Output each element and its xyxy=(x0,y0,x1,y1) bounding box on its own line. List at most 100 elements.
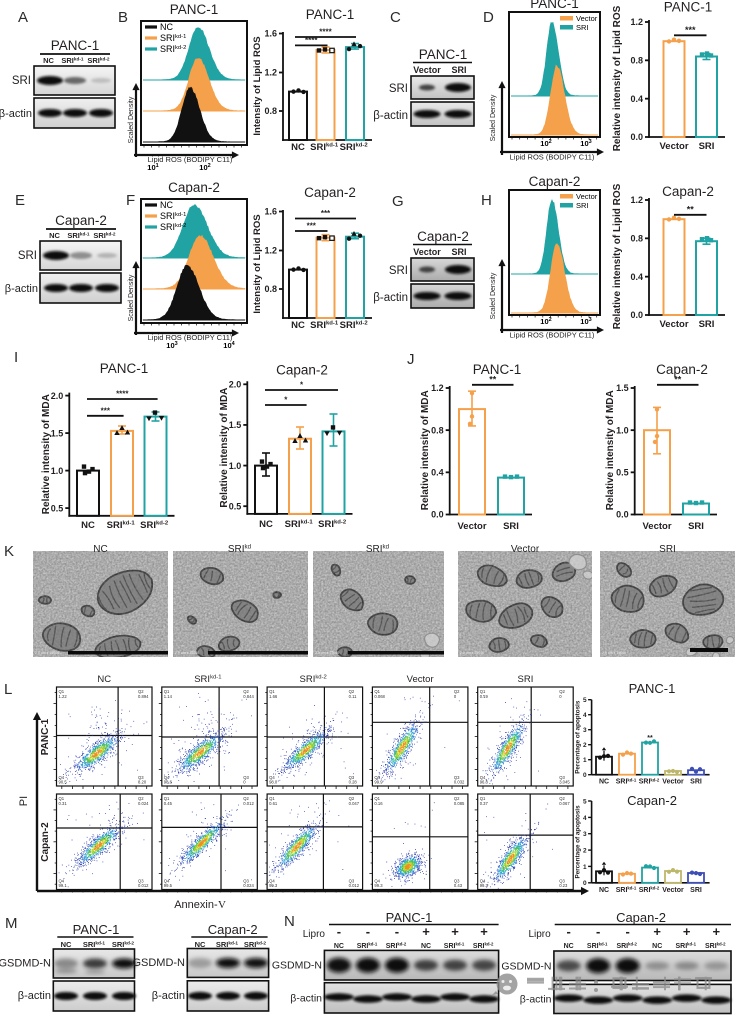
svg-text:Lipro: Lipro xyxy=(528,929,551,940)
svg-text:Capan-2: Capan-2 xyxy=(40,822,51,862)
svg-text:Capan-2: Capan-2 xyxy=(627,793,677,808)
svg-text:GSDMD-N: GSDMD-N xyxy=(272,960,322,972)
svg-text:Intensity of Lipid ROS: Intensity of Lipid ROS xyxy=(252,36,263,135)
svg-text:Lipid ROS (BODIPY C11): Lipid ROS (BODIPY C11) xyxy=(510,153,595,162)
svg-text:96.8: 96.8 xyxy=(480,780,489,785)
svg-text:Q2: Q2 xyxy=(454,796,460,801)
svg-text:β-actin: β-actin xyxy=(18,990,51,1002)
svg-text:1.66: 1.66 xyxy=(269,694,278,699)
svg-text:Q2: Q2 xyxy=(138,796,144,801)
svg-text:Q4: Q4 xyxy=(269,879,275,884)
svg-text:5: 5 xyxy=(583,798,587,805)
svg-text:Q3: Q3 xyxy=(138,775,144,780)
svg-text:1.6: 1.6 xyxy=(264,207,277,217)
svg-text:Scaled Density: Scaled Density xyxy=(490,272,497,319)
svg-text:PI: PI xyxy=(18,796,30,806)
svg-text:Q2: Q2 xyxy=(243,796,249,801)
svg-text:SRIkd-2: SRIkd-2 xyxy=(386,942,407,950)
svg-text:PANC-1: PANC-1 xyxy=(664,0,713,15)
svg-text:Vector: Vector xyxy=(407,674,434,685)
svg-text:0.19: 0.19 xyxy=(480,694,489,699)
svg-text:Q1: Q1 xyxy=(59,689,65,694)
svg-text:Q3: Q3 xyxy=(454,879,460,884)
svg-text:0.085: 0.085 xyxy=(454,801,465,806)
svg-text:NC: NC xyxy=(81,520,95,531)
svg-text:+: + xyxy=(422,924,430,939)
svg-text:1.2: 1.2 xyxy=(431,383,444,393)
svg-text:B: B xyxy=(118,9,128,26)
svg-text:Q3: Q3 xyxy=(138,879,144,884)
svg-text:NC: NC xyxy=(334,943,344,950)
svg-text:0.23: 0.23 xyxy=(559,883,568,888)
svg-text:99.1: 99.1 xyxy=(59,883,68,888)
svg-text:**: ** xyxy=(489,374,497,384)
svg-text:2.0 um x 15000: 2.0 um x 15000 xyxy=(175,651,199,655)
svg-text:PANC-1: PANC-1 xyxy=(100,361,149,376)
svg-text:SRI: SRI xyxy=(503,521,519,532)
svg-text:0: 0 xyxy=(243,780,246,785)
svg-text:0.8: 0.8 xyxy=(431,425,444,435)
svg-text:99.5: 99.5 xyxy=(164,883,173,888)
svg-text:102: 102 xyxy=(540,317,551,326)
svg-text:NC: NC xyxy=(160,22,173,32)
svg-text:β-actin: β-actin xyxy=(5,283,38,295)
svg-text:99.9: 99.9 xyxy=(374,780,383,785)
svg-text:PANC-1: PANC-1 xyxy=(73,922,120,937)
svg-text:Q1: Q1 xyxy=(164,796,170,801)
svg-text:SRIkd-1: SRIkd-1 xyxy=(587,942,608,950)
svg-text:SRI: SRI xyxy=(451,65,466,75)
svg-text:SRI: SRI xyxy=(12,75,31,87)
svg-text:0.0: 0.0 xyxy=(616,510,629,520)
svg-text:Q4: Q4 xyxy=(480,879,486,884)
svg-text:Relative intensity of MDA: Relative intensity of MDA xyxy=(605,390,616,510)
svg-text:Q3: Q3 xyxy=(243,775,249,780)
svg-text:+: + xyxy=(653,924,661,939)
svg-text:SRI: SRI xyxy=(576,201,589,210)
svg-text:Lipid ROS (BODIPY C11): Lipid ROS (BODIPY C11) xyxy=(148,155,233,164)
svg-text:GSDMD-N: GSDMD-N xyxy=(132,957,185,969)
svg-text:1.0: 1.0 xyxy=(51,466,64,476)
svg-text:SRI: SRI xyxy=(576,23,589,32)
svg-text:SRIkd-1: SRIkd-1 xyxy=(616,885,637,893)
svg-text:SRIkd-1: SRIkd-1 xyxy=(444,942,465,950)
svg-text:Vector: Vector xyxy=(576,192,598,201)
svg-text:0.5: 0.5 xyxy=(616,468,629,478)
svg-text:0.894: 0.894 xyxy=(138,694,149,699)
svg-text:SRIkd-2: SRIkd-2 xyxy=(300,674,327,685)
svg-text:L: L xyxy=(4,681,12,698)
svg-text:β-actin: β-actin xyxy=(0,108,32,120)
svg-text:102: 102 xyxy=(540,139,551,148)
svg-text:0.012: 0.012 xyxy=(138,883,149,888)
svg-text:Q2: Q2 xyxy=(349,689,355,694)
svg-text:Vector: Vector xyxy=(659,319,688,330)
svg-text:1.0: 1.0 xyxy=(229,461,242,471)
svg-text:0.068: 0.068 xyxy=(374,694,385,699)
svg-text:SRI: SRI xyxy=(690,887,702,894)
svg-text:Scaled Density: Scaled Density xyxy=(128,274,135,321)
svg-text:NC: NC xyxy=(195,940,206,949)
svg-text:***: *** xyxy=(321,209,331,218)
svg-text:Scaled Density: Scaled Density xyxy=(128,96,135,143)
svg-text:-: - xyxy=(596,924,600,939)
svg-text:Q2: Q2 xyxy=(138,689,144,694)
svg-text:Capan-2: Capan-2 xyxy=(616,910,666,925)
svg-text:SRIkd-2: SRIkd-2 xyxy=(160,222,186,232)
svg-text:Q2: Q2 xyxy=(559,796,565,801)
svg-text:0.024: 0.024 xyxy=(138,801,149,806)
svg-text:NC: NC xyxy=(291,320,305,331)
svg-text:NC: NC xyxy=(599,779,609,786)
svg-text:2: 2 xyxy=(583,847,587,854)
svg-text:0.4: 0.4 xyxy=(630,94,643,104)
svg-text:0.8: 0.8 xyxy=(630,234,643,244)
svg-text:Capan-2: Capan-2 xyxy=(529,174,581,189)
svg-text:PANC-1: PANC-1 xyxy=(51,38,100,53)
svg-text:NC: NC xyxy=(291,142,305,153)
svg-text:SRIkd-2: SRIkd-2 xyxy=(112,940,135,949)
svg-text:0.012: 0.012 xyxy=(349,883,360,888)
svg-text:+: + xyxy=(480,924,488,939)
svg-text:+: + xyxy=(712,924,720,939)
svg-text:0.5: 0.5 xyxy=(51,503,64,513)
svg-text:D: D xyxy=(483,9,494,26)
svg-text:1.5: 1.5 xyxy=(616,383,629,393)
svg-text:-: - xyxy=(566,924,570,939)
